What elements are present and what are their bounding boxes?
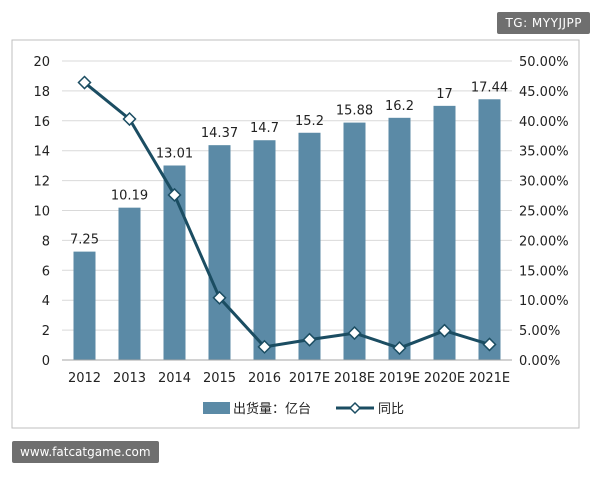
bar-data-label: 14.37 [201, 126, 238, 141]
yoy-point [392, 340, 407, 356]
x-tick-label: 2014 [158, 371, 191, 386]
bar [343, 122, 366, 361]
y-left-tick-label: 2 [42, 324, 50, 339]
bar [388, 117, 411, 360]
legend-marker [348, 401, 362, 415]
x-tick-label: 2021E [469, 371, 510, 386]
x-tick-label: 2020E [424, 371, 465, 386]
y-left-tick-label: 0 [42, 354, 50, 369]
yoy-point [167, 187, 182, 203]
bar-data-label: 10.19 [111, 189, 148, 204]
x-tick-label: 2017E [289, 371, 330, 386]
x-tick-label: 2013 [113, 371, 146, 386]
y-left-tick-label: 16 [33, 115, 50, 130]
bar [73, 251, 96, 360]
y-left-tick-label: 10 [33, 205, 50, 220]
legend-swatch-bar [203, 402, 230, 414]
x-tick-label: 2019E [379, 371, 420, 386]
yoy-point [212, 290, 227, 305]
bar [433, 105, 456, 360]
yoy-point [122, 111, 137, 127]
y-right-tick-label: 25.00% [519, 205, 569, 220]
yoy-point [77, 75, 92, 90]
x-tick-label: 2016 [248, 371, 281, 386]
bar-data-label: 17.44 [471, 80, 508, 95]
bar [253, 140, 276, 360]
y-left-tick-label: 4 [42, 294, 50, 309]
x-tick-label: 2012 [68, 371, 101, 386]
y-right-tick-label: 20.00% [519, 234, 569, 249]
bar [478, 99, 501, 360]
bar-data-label: 17 [436, 87, 453, 102]
bar-data-label: 14.7 [250, 121, 279, 136]
yoy-point [437, 323, 452, 338]
watermark-bottom: www.fatcatgame.com [12, 441, 159, 463]
y-right-tick-label: 0.00% [519, 354, 560, 369]
bar [208, 145, 231, 360]
bar-data-label: 15.88 [336, 104, 373, 119]
yoy-point [302, 332, 317, 347]
legend-label-yoy: 同比 [378, 402, 404, 417]
bar [163, 165, 186, 360]
yoy-point [482, 337, 497, 352]
y-right-tick-label: 50.00% [519, 55, 569, 70]
watermark-top: TG: MYYJJPP [497, 12, 590, 34]
bar-data-label: 15.2 [295, 114, 324, 129]
y-left-tick-label: 14 [33, 145, 50, 160]
y-left-tick-label: 6 [42, 264, 50, 279]
x-tick-label: 2018E [334, 371, 375, 386]
y-right-tick-label: 40.00% [519, 115, 569, 130]
y-right-tick-label: 30.00% [519, 175, 569, 190]
y-right-tick-label: 45.00% [519, 85, 569, 100]
bar-data-label: 7.25 [70, 233, 99, 248]
y-left-tick-label: 20 [33, 55, 50, 70]
bar [298, 132, 321, 360]
y-left-tick-label: 18 [33, 85, 50, 100]
y-right-tick-label: 5.00% [519, 324, 560, 339]
y-left-tick-label: 8 [42, 234, 50, 249]
y-left-tick-label: 12 [33, 175, 50, 190]
y-right-tick-label: 35.00% [519, 145, 569, 160]
yoy-line [83, 81, 490, 350]
bar [118, 207, 141, 360]
y-right-tick-label: 15.00% [519, 264, 569, 279]
bar-data-label: 13.01 [156, 147, 193, 162]
yoy-point [347, 326, 362, 341]
y-right-tick-label: 10.00% [519, 294, 569, 309]
x-tick-label: 2015 [203, 371, 236, 386]
legend-label-shipments: 出货量：亿台 [233, 401, 311, 417]
yoy-point [257, 339, 272, 354]
bar-data-label: 16.2 [385, 99, 414, 114]
